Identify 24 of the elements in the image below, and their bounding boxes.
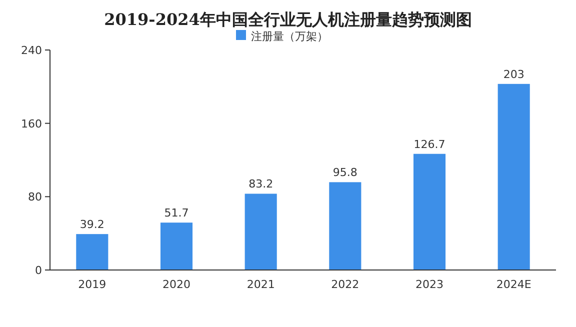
bar [413,154,446,270]
x-tick-label: 2020 [162,278,190,291]
data-label: 126.7 [414,138,446,151]
bar [76,234,108,270]
y-tick-label: 160 [21,117,42,130]
bar [498,84,530,270]
x-tick-label: 2019 [78,278,106,291]
data-label: 203 [503,68,524,81]
legend-label: 注册量（万架） [251,30,328,43]
x-tick-label: 2022 [331,278,360,291]
bar [329,182,362,270]
y-tick-label: 80 [28,190,42,204]
y-tick-label: 240 [21,44,42,57]
data-label: 39.2 [80,218,104,232]
data-label: 51.7 [164,206,189,220]
x-tick-label: 2024E [496,278,532,291]
chart-title: 2019-2024年中国全行业无人机注册量趋势预测图 [104,10,472,29]
bar [160,222,193,270]
x-tick-label: 2021 [246,278,275,291]
data-label: 95.8 [332,166,358,180]
bar [244,194,277,270]
x-tick-label: 2023 [416,278,444,291]
y-tick-label: 0 [35,264,42,277]
data-label: 83.2 [248,178,274,191]
